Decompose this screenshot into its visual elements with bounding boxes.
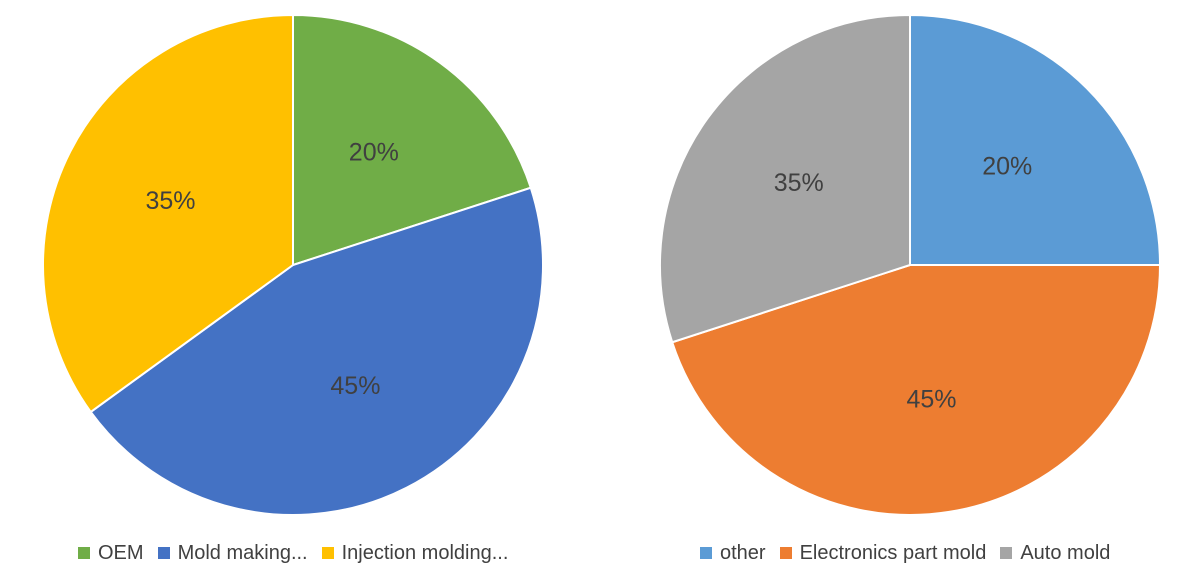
pie-slice-left-1: [89, 186, 544, 516]
pie-left-svg: 20% 45% 35%: [42, 13, 544, 516]
pie-slice-left-2: [42, 13, 294, 414]
legend-swatch: [78, 547, 90, 559]
legend-item-left-0: OEM: [78, 542, 144, 565]
data-label-left-2: 35%: [145, 187, 195, 215]
legend-item-left-1: Mold making...: [157, 541, 308, 565]
pie-right-svg: 20% 45% 35%: [659, 13, 1162, 516]
legend-label: Electronics part mold: [799, 541, 987, 564]
legend-left: OEM Mold making... Injection molding...: [78, 540, 508, 566]
legend-item-right-2: Auto mold: [1000, 542, 1110, 565]
legend-item-right-0: other: [700, 542, 766, 565]
pie-chart-right: 20% 45% 35% other Electronics part mold Auto…: [610, 0, 1200, 580]
legend-label: OEM: [98, 541, 144, 564]
pie-slice-left-0: [292, 13, 533, 267]
legend-item-right-1: Electronics part mold: [779, 541, 987, 565]
pie-slice-right-2: [659, 13, 911, 344]
pie-chart-left: 20% 45% 35% OEM Mold making... Injection mol…: [0, 0, 590, 580]
pie-slice-right-0: [909, 13, 1162, 266]
legend-swatch: [1000, 547, 1013, 559]
legend-right: other Electronics part mold Auto mold: [700, 540, 1110, 566]
legend-swatch: [779, 547, 792, 559]
data-label-right-0: 20%: [982, 152, 1032, 180]
pie-slice-right-1: [670, 264, 1162, 516]
legend-swatch: [321, 547, 334, 559]
legend-item-left-2: Injection molding...: [321, 541, 509, 565]
data-label-left-1: 45%: [330, 372, 380, 400]
legend-label: other: [720, 541, 766, 564]
data-label-left-0: 20%: [349, 138, 399, 166]
legend-label: Auto mold: [1020, 541, 1111, 564]
legend-swatch: [157, 547, 170, 559]
data-label-right-2: 35%: [774, 169, 824, 197]
legend-label: Mold making...: [177, 541, 308, 564]
legend-label: Injection molding...: [341, 541, 509, 564]
legend-swatch: [700, 547, 712, 559]
data-label-right-1: 45%: [906, 385, 956, 413]
